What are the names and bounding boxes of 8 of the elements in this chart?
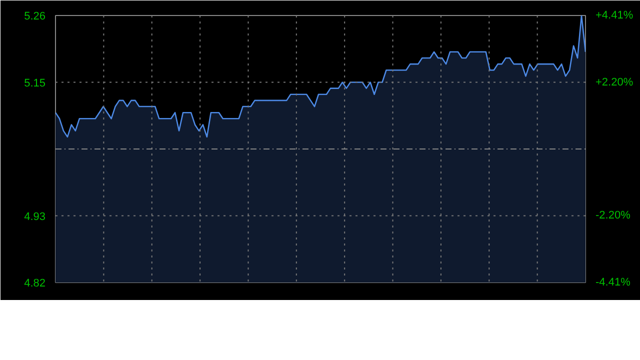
y-tick-label: 5.15 [24, 77, 46, 90]
y2-tick-label: -2.20% [596, 210, 631, 222]
y-tick-label: 5.26 [24, 10, 46, 22]
y2-tick-label: +4.41% [596, 10, 634, 22]
y2-tick-label: +2.20% [596, 76, 634, 88]
y2-tick-label: -4.41% [596, 276, 631, 288]
y-tick-label: 4.93 [24, 210, 46, 223]
y-tick-label: 4.82 [24, 278, 46, 290]
